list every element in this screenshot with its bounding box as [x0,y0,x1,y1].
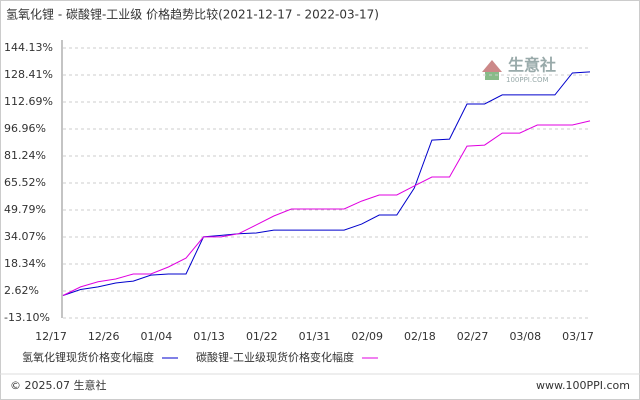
watermark: 生意社 100PPI.COM [482,56,556,84]
y-tick-label: 81.24% [4,149,46,162]
footer-left: © 2025.07 生意社 [10,378,106,392]
y-tick-label: -13.10% [4,311,50,324]
x-tick-label: 03/08 [509,330,541,343]
y-tick-label: 112.69% [4,95,53,108]
x-tick-label: 01/31 [299,330,331,343]
watermark-logo-base [485,72,499,80]
x-tick-label: 02/18 [404,330,436,343]
x-tick-label: 01/22 [246,330,278,343]
x-tick-label: 02/27 [457,330,489,343]
x-tick-label: 12/17 [35,330,67,343]
watermark-logo [482,60,502,72]
legend-label: 氢氧化锂现货价格变化幅度 [22,350,154,364]
chart-title: 氢氧化锂 - 碳酸锂-工业级 价格趋势比较(2021-12-17 - 2022-… [6,7,379,22]
series-line [62,120,591,296]
x-tick-label: 03/17 [562,330,594,343]
x-tick-label: 12/26 [88,330,120,343]
y-tick-label: 18.34% [4,257,46,270]
watermark-sub: 100PPI.COM [506,76,549,84]
legend-label: 碳酸锂-工业级现货价格变化幅度 [196,350,354,364]
watermark-text: 生意社 [508,56,556,75]
y-tick-label: 49.79% [4,203,46,216]
x-tick-label: 01/04 [141,330,173,343]
series-line [62,71,591,296]
y-tick-label: 2.62% [4,284,39,297]
y-tick-label: 128.41% [4,68,53,81]
y-tick-label: 96.96% [4,122,46,135]
footer-right: www.100PPI.com [536,379,630,392]
y-tick-label: 65.52% [4,176,46,189]
y-tick-label: 144.13% [4,41,53,54]
x-tick-label: 01/13 [193,330,225,343]
y-tick-label: 34.07% [4,230,46,243]
x-tick-label: 02/09 [351,330,383,343]
